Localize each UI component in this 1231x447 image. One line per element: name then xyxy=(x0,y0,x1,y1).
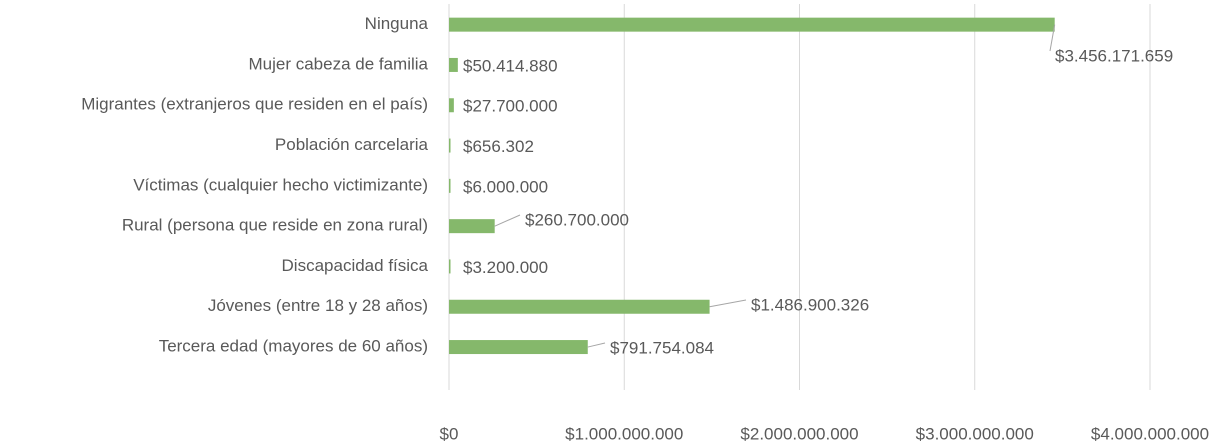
y-tick-label: Migrantes (extranjeros que residen en el… xyxy=(81,95,428,114)
bar xyxy=(449,138,451,153)
x-tick-label: $3.000.000.000 xyxy=(916,424,1034,443)
data-label: $260.700.000 xyxy=(525,210,629,229)
y-tick-label: Discapacidad física xyxy=(282,256,429,275)
bar xyxy=(449,178,451,193)
bar xyxy=(449,57,458,72)
data-label: $6.000.000 xyxy=(463,177,548,196)
data-label: $27.700.000 xyxy=(463,97,558,116)
x-tick-label: $2.000.000.000 xyxy=(740,424,858,443)
bar xyxy=(449,219,495,234)
data-label: $791.754.084 xyxy=(610,338,714,357)
leader-line xyxy=(587,342,606,348)
data-label: $50.414.880 xyxy=(463,56,558,75)
data-label: $656.302 xyxy=(463,137,534,156)
x-tick-label: $4.000.000.000 xyxy=(1091,424,1209,443)
data-label: $3.456.171.659 xyxy=(1055,46,1173,65)
y-tick-label: Rural (persona que reside en zona rural) xyxy=(122,216,428,235)
leader-line xyxy=(494,214,521,227)
data-label: $3.200.000 xyxy=(463,258,548,277)
leader-line xyxy=(1049,24,1056,52)
bar xyxy=(449,340,588,355)
x-tick-label: $0 xyxy=(440,424,459,443)
y-tick-label: Población carcelaria xyxy=(275,135,429,154)
leader-line xyxy=(709,299,747,308)
bar xyxy=(449,259,451,274)
data-label: $1.486.900.326 xyxy=(751,295,869,314)
bar xyxy=(449,299,710,314)
y-tick-label: Víctimas (cualquier hecho victimizante) xyxy=(133,175,428,194)
bar xyxy=(449,17,1055,32)
y-tick-label: Ninguna xyxy=(365,14,429,33)
y-tick-label: Tercera edad (mayores de 60 años) xyxy=(159,337,428,356)
bar xyxy=(449,98,454,113)
x-tick-label: $1.000.000.000 xyxy=(565,424,683,443)
y-tick-label: Jóvenes (entre 18 y 28 años) xyxy=(208,296,428,315)
y-tick-label: Mujer cabeza de familia xyxy=(248,54,428,73)
